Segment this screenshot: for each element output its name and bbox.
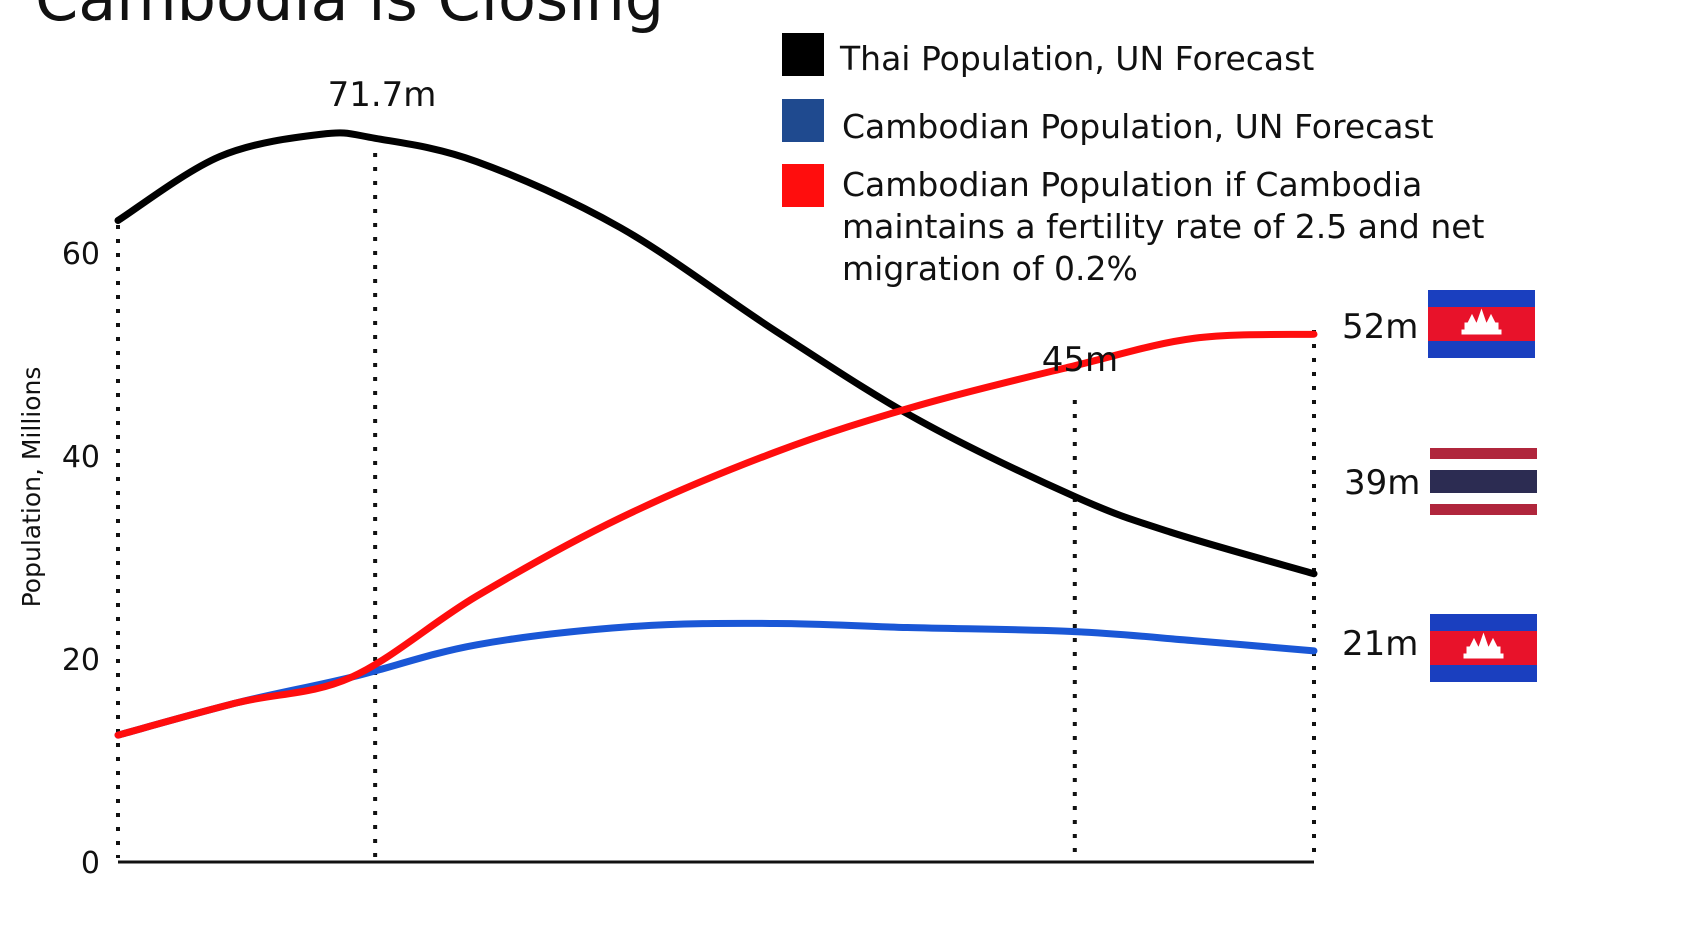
- annotation-cambodia-un-end: 21m: [1342, 624, 1418, 664]
- legend-label-cambodia-scenario-line1: Cambodian Population if Cambodia: [842, 165, 1422, 204]
- annotation-cambodia-scenario-end: 52m: [1342, 307, 1418, 347]
- cambodia-flag-icon: [1430, 614, 1537, 682]
- y-axis-ticks: 0 20 40 60: [62, 237, 100, 881]
- legend-swatch-cambodia-scenario: [782, 164, 824, 207]
- legend-label-thai: Thai Population, UN Forecast: [839, 39, 1314, 78]
- legend: Thai Population, UN Forecast Cambodian P…: [782, 33, 1485, 288]
- thailand-flag-icon: [1430, 448, 1537, 515]
- y-tick-label: 60: [62, 237, 100, 272]
- legend-swatch-thai: [782, 33, 824, 76]
- annotation-thai-end: 39m: [1344, 463, 1420, 503]
- chart-title: Cambodia is Closing: [35, 0, 664, 35]
- series-line-cambodia-un: [114, 619, 1318, 739]
- series-lines: [114, 129, 1318, 739]
- series-line-thai: [114, 129, 1318, 578]
- annotation-crossover: 45m: [1042, 340, 1118, 380]
- series-line-cambodia-scenario: [114, 330, 1318, 739]
- annotation-thai-peak: 71.7m: [328, 75, 437, 115]
- y-axis-title: Population, Millions: [17, 367, 46, 608]
- legend-label-cambodia-scenario-line2: maintains a fertility rate of 2.5 and ne…: [842, 207, 1485, 246]
- legend-swatch-cambodia-un: [782, 99, 824, 142]
- y-tick-label: 40: [62, 440, 100, 475]
- legend-label-cambodia-scenario-line3: migration of 0.2%: [842, 249, 1138, 288]
- reference-lines: [116, 153, 1316, 858]
- y-tick-label: 0: [81, 846, 100, 881]
- y-tick-label: 20: [62, 643, 100, 678]
- cambodia-flag-icon: [1428, 290, 1535, 358]
- legend-label-cambodia-un: Cambodian Population, UN Forecast: [842, 107, 1434, 146]
